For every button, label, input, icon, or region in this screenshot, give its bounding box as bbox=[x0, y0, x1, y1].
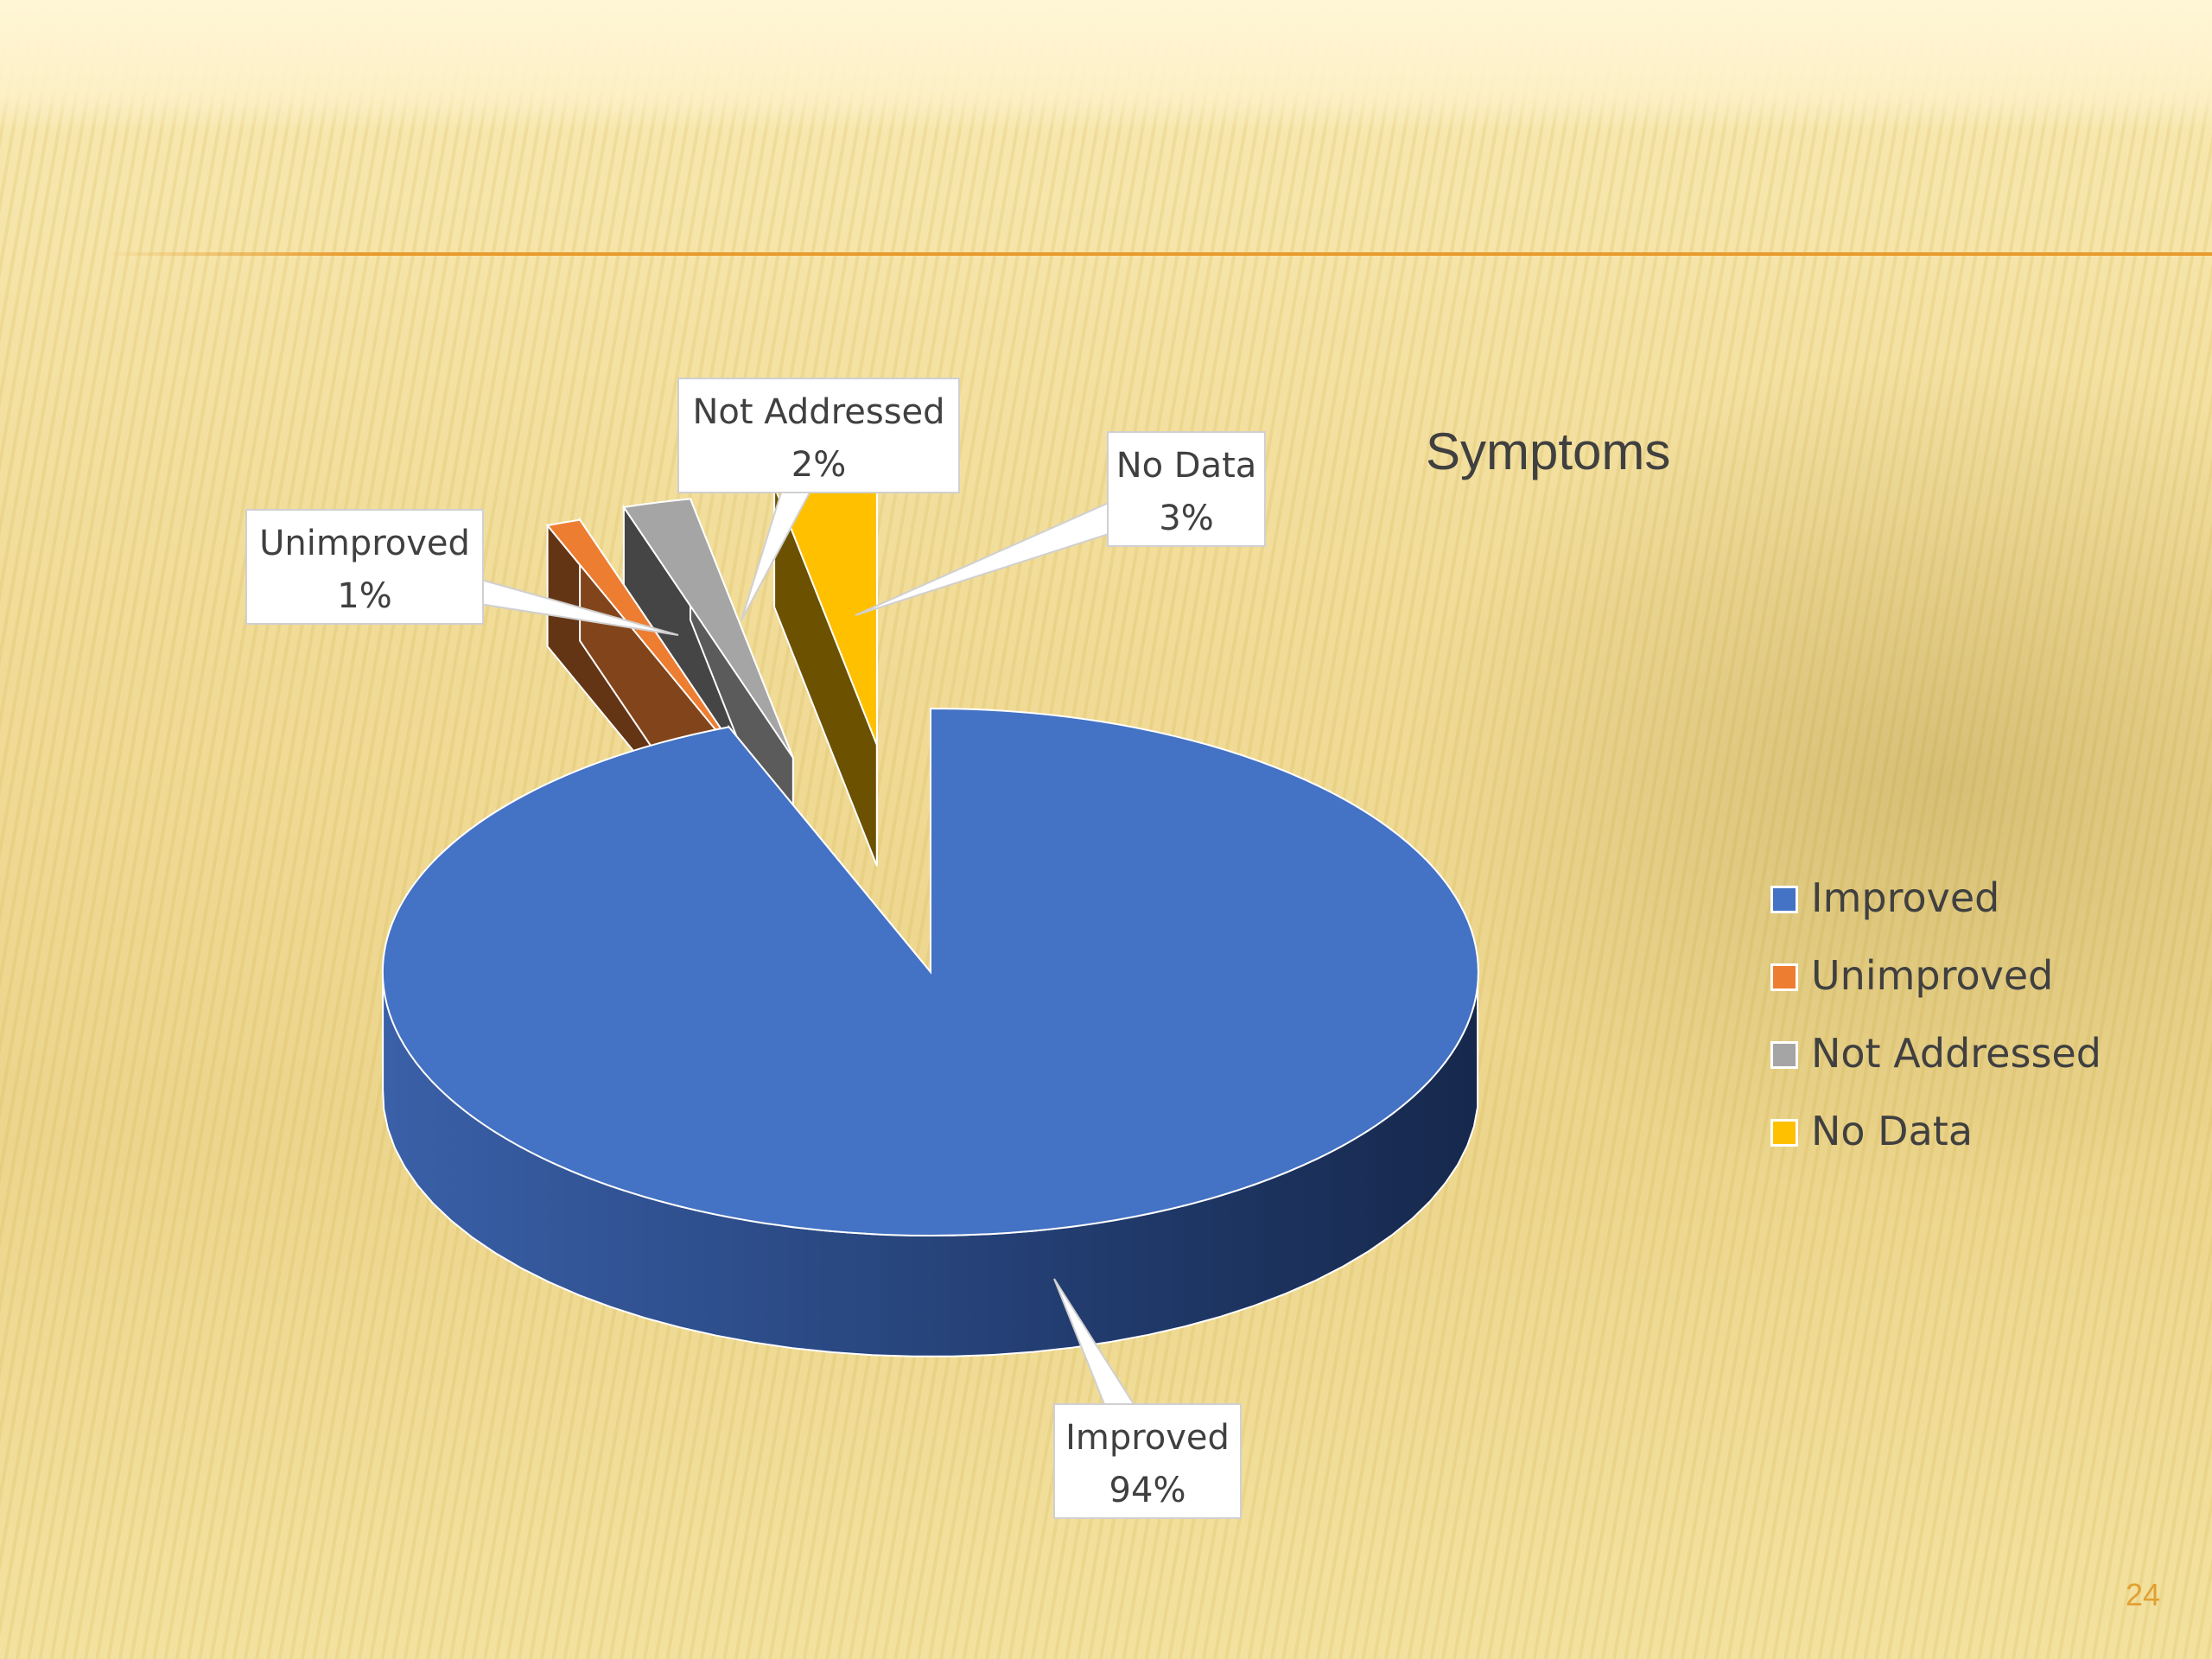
data-label-name: No Data bbox=[1116, 446, 1257, 486]
page-number: 24 bbox=[2125, 1577, 2160, 1612]
legend-swatch bbox=[1773, 1122, 1796, 1144]
legend-swatch bbox=[1773, 888, 1796, 911]
legend-label: No Data bbox=[1811, 1108, 1973, 1154]
legend-item-not-addressed: Not Addressed bbox=[1770, 1030, 2101, 1077]
legend-swatch bbox=[1773, 966, 1796, 988]
data-label-value: 94% bbox=[1109, 1471, 1186, 1510]
pie-slice-no-data bbox=[772, 480, 878, 867]
data-label-not-addressed: Not Addressed 2% bbox=[677, 378, 960, 621]
legend-label: Improved bbox=[1811, 874, 1999, 921]
data-label-unimproved: Unimproved 1% bbox=[245, 509, 679, 636]
legend-item-improved: Improved bbox=[1770, 874, 1999, 921]
data-label-improved: Improved 94% bbox=[1053, 1278, 1242, 1519]
legend-item-no-data: No Data bbox=[1770, 1108, 1973, 1154]
data-label-value: 2% bbox=[791, 445, 846, 485]
legend-item-unimproved: Unimproved bbox=[1770, 952, 2053, 999]
data-label-value: 1% bbox=[337, 576, 391, 616]
chart-legend: Improved Unimproved Not Addressed No Data bbox=[1770, 874, 2101, 1154]
data-label-name: Not Addressed bbox=[692, 392, 944, 432]
top-band bbox=[0, 0, 2212, 130]
legend-swatch bbox=[1773, 1044, 1796, 1066]
chart-title: Symptoms bbox=[1426, 423, 1670, 480]
pie-plot-area bbox=[381, 480, 1479, 1357]
data-label-no-data: No Data 3% bbox=[855, 431, 1266, 616]
legend-label: Not Addressed bbox=[1811, 1030, 2101, 1077]
pie-slice-improved bbox=[381, 707, 1479, 1357]
data-label-name: Improved bbox=[1065, 1418, 1230, 1458]
title-divider-line bbox=[104, 252, 2212, 256]
data-label-name: Unimproved bbox=[259, 524, 470, 563]
data-label-value: 3% bbox=[1159, 499, 1213, 538]
legend-label: Unimproved bbox=[1811, 952, 2053, 999]
